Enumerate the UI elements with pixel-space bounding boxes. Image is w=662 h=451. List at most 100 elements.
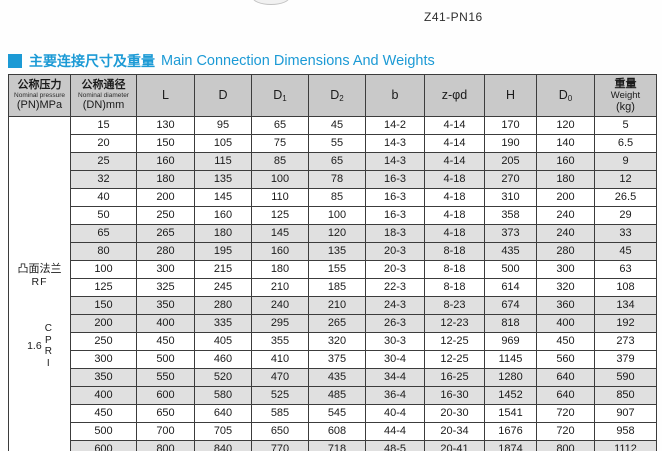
dim-value-cell: 180 — [536, 170, 595, 189]
table-row: 65 265 180 145 120 18-3 4-18 373 240 33 — [9, 224, 657, 243]
table-row: 350 550 520 470 435 34-4 16-25 1280 640 590 — [9, 368, 657, 387]
dn-cell: 50 — [70, 206, 137, 225]
dim-value-cell: 160 — [136, 152, 195, 171]
dim-value-cell: 265 — [136, 224, 195, 243]
dim-value-cell: 44-4 — [365, 422, 425, 441]
table-row: 25 160 115 85 65 14-3 4-14 205 160 9 — [9, 152, 657, 171]
dim-value-cell: 100 — [251, 170, 309, 189]
dim-value-cell: 270 — [484, 170, 537, 189]
dim-value-cell: 5 — [594, 116, 657, 135]
dim-value-cell: 20-3 — [365, 260, 425, 279]
dim-value-cell: 310 — [484, 188, 537, 207]
col-header-D0: D0 — [536, 74, 595, 117]
pressure-header-unit: (PN)MPa — [16, 99, 63, 111]
dim-value-cell: 273 — [594, 332, 657, 351]
dim-value-cell: 130 — [136, 116, 195, 135]
dim-value-cell: 45 — [594, 242, 657, 261]
section-bullet-square — [8, 54, 22, 68]
dim-value-cell: 55 — [308, 134, 366, 153]
dim-value-cell: 4-18 — [424, 188, 485, 207]
model-label: Z41-PN16 — [424, 10, 483, 24]
dim-value-cell: 200 — [136, 188, 195, 207]
dim-value-cell: 720 — [536, 404, 595, 423]
dim-value-cell: 110 — [251, 188, 309, 207]
dim-value-cell: 9 — [594, 152, 657, 171]
dim-value-cell: 135 — [194, 170, 252, 189]
col-header-b: b — [365, 74, 425, 117]
dim-value-cell: 840 — [194, 440, 252, 451]
table-row: 50 250 160 125 100 16-3 4-18 358 240 29 — [9, 206, 657, 225]
dim-value-cell: 520 — [194, 368, 252, 387]
dim-value-cell: 320 — [536, 278, 595, 297]
cropped-image-bottom-edge — [252, 0, 290, 5]
section-title-zh: 主要连接尺寸及重量 — [29, 53, 155, 69]
dim-value-cell: 550 — [136, 368, 195, 387]
dim-value-cell: 140 — [536, 134, 595, 153]
dim-value-cell: 20-41 — [424, 440, 485, 451]
dim-value-cell: 435 — [308, 368, 366, 387]
dim-value-cell: 1541 — [484, 404, 537, 423]
pressure-header-zh: 公称压力 — [17, 79, 62, 91]
table-row: 40 200 145 110 85 16-3 4-18 310 200 26.5 — [9, 188, 657, 207]
table-body: 凸面法兰 RF 1.6 C P R I 15 130 95 65 45 14-2 4-14 170 120 5 2… — [8, 116, 657, 451]
dn-cell: 450 — [70, 404, 137, 423]
table-row: 300 500 460 410 375 30-4 12-25 1145 560 379 — [9, 350, 657, 369]
dim-value-cell: 30-4 — [365, 350, 425, 369]
dim-value-cell: 240 — [251, 296, 309, 315]
dim-value-cell: 63 — [594, 260, 657, 279]
dim-value-cell: 150 — [136, 134, 195, 153]
dim-value-cell: 45 — [308, 116, 366, 135]
col-header-nominal-pressure: 公称压力 Nominal pressure (PN)MPa — [8, 74, 71, 117]
dim-value-cell: 180 — [251, 260, 309, 279]
dim-value-cell: 590 — [594, 368, 657, 387]
dim-value-cell: 400 — [536, 314, 595, 333]
dim-value-cell: 105 — [194, 134, 252, 153]
dim-value-cell: 180 — [194, 224, 252, 243]
dim-value-cell: 24-3 — [365, 296, 425, 315]
dim-value-cell: 75 — [251, 134, 309, 153]
dim-value-cell: 33 — [594, 224, 657, 243]
dim-value-cell: 240 — [536, 206, 595, 225]
dn-cell: 15 — [70, 116, 137, 135]
dim-value-cell: 205 — [484, 152, 537, 171]
dim-value-cell: 65 — [251, 116, 309, 135]
dim-value-cell: 705 — [194, 422, 252, 441]
vertical-letter: R — [44, 346, 52, 357]
dim-value-cell: 250 — [136, 206, 195, 225]
dim-value-cell: 18-3 — [365, 224, 425, 243]
dim-value-cell: 608 — [308, 422, 366, 441]
table-row: 450 650 640 585 545 40-4 20-30 1541 720 907 — [9, 404, 657, 423]
dim-value-cell: 405 — [194, 332, 252, 351]
table-row: 200 400 335 295 265 26-3 12-23 818 400 192 — [9, 314, 657, 333]
diameter-header-en: Nominal diameter — [78, 92, 129, 99]
col-header-D2: D2 — [308, 74, 366, 117]
dim-value-cell: 145 — [251, 224, 309, 243]
dim-value-cell: 1280 — [484, 368, 537, 387]
dim-value-cell: 85 — [308, 188, 366, 207]
dim-value-cell: 800 — [136, 440, 195, 451]
table-row: 400 600 580 525 485 36-4 16-30 1452 640 850 — [9, 386, 657, 405]
flange-type-block: 凸面法兰 RF — [10, 263, 70, 289]
weight-header-en: Weight — [610, 89, 641, 101]
dn-cell: 400 — [70, 386, 137, 405]
dimensions-table: 公称压力 Nominal pressure (PN)MPa 公称通径 Nomin… — [8, 74, 657, 451]
dim-value-cell: 1452 — [484, 386, 537, 405]
dim-value-cell: 120 — [536, 116, 595, 135]
dim-value-cell: 4-14 — [424, 134, 485, 153]
pressure-header-en: Nominal pressure — [14, 92, 65, 99]
flange-type-code: RF — [31, 276, 48, 288]
dim-value-cell: 580 — [194, 386, 252, 405]
dn-cell: 125 — [70, 278, 137, 297]
section-heading: 主要连接尺寸及重量 Main Connection Dimensions And… — [8, 51, 435, 71]
dim-value-cell: 16-3 — [365, 170, 425, 189]
dim-value-cell: 373 — [484, 224, 537, 243]
dim-value-cell: 215 — [194, 260, 252, 279]
table-row: 20 150 105 75 55 14-3 4-14 190 140 6.5 — [9, 134, 657, 153]
table-row: 32 180 135 100 78 16-3 4-18 270 180 12 — [9, 170, 657, 189]
table-row: 250 450 405 355 320 30-3 12-25 969 450 273 — [9, 332, 657, 351]
dim-value-cell: 48-5 — [365, 440, 425, 451]
dim-value-cell: 6.5 — [594, 134, 657, 153]
vertical-letter: P — [44, 334, 52, 346]
dim-value-cell: 115 — [194, 152, 252, 171]
dim-value-cell: 14-3 — [365, 152, 425, 171]
